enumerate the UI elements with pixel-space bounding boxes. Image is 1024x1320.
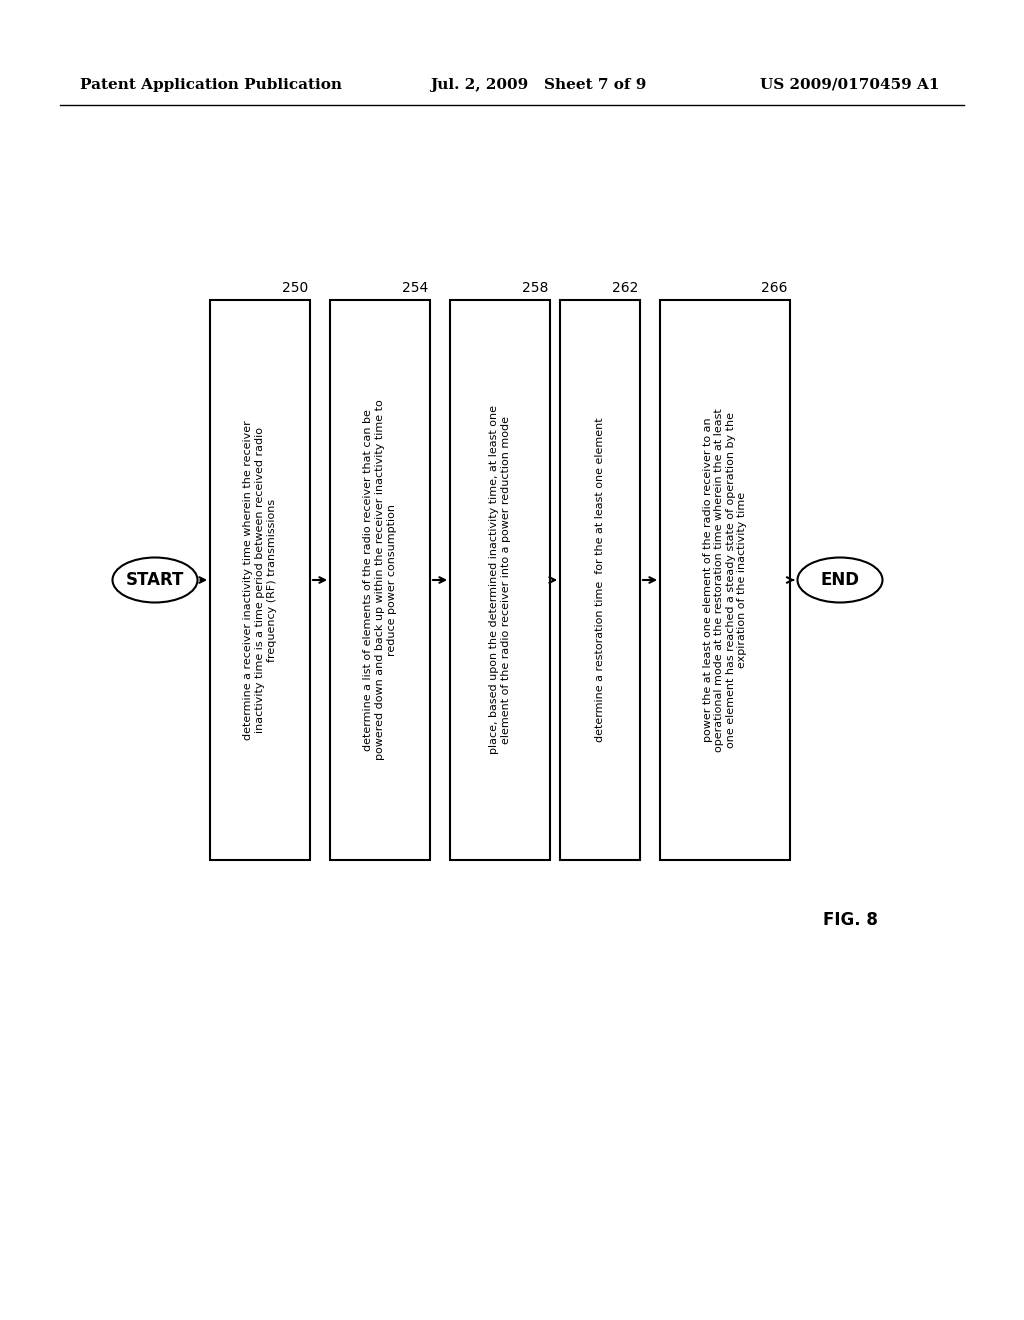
Text: 250: 250 bbox=[282, 281, 308, 294]
Text: determine a restoration time  for the at least one element: determine a restoration time for the at … bbox=[595, 417, 605, 742]
Text: 254: 254 bbox=[401, 281, 428, 294]
Text: 258: 258 bbox=[521, 281, 548, 294]
Text: US 2009/0170459 A1: US 2009/0170459 A1 bbox=[760, 78, 939, 92]
Text: place, based upon the determined inactivity time, at least one
element of the ra: place, based upon the determined inactiv… bbox=[489, 405, 511, 755]
FancyBboxPatch shape bbox=[450, 300, 550, 861]
Text: 266: 266 bbox=[762, 281, 788, 294]
Text: END: END bbox=[820, 572, 859, 589]
FancyBboxPatch shape bbox=[660, 300, 790, 861]
Text: START: START bbox=[126, 572, 184, 589]
Text: Jul. 2, 2009   Sheet 7 of 9: Jul. 2, 2009 Sheet 7 of 9 bbox=[430, 78, 646, 92]
Text: FIG. 8: FIG. 8 bbox=[822, 911, 878, 929]
Ellipse shape bbox=[113, 557, 198, 602]
Text: 262: 262 bbox=[611, 281, 638, 294]
FancyBboxPatch shape bbox=[560, 300, 640, 861]
Ellipse shape bbox=[798, 557, 883, 602]
FancyBboxPatch shape bbox=[210, 300, 310, 861]
Text: determine a list of elements of the radio receiver that can be
powered down and : determine a list of elements of the radi… bbox=[364, 400, 396, 760]
Text: determine a receiver inactivity time wherein the receiver
inactivity time is a t: determine a receiver inactivity time whe… bbox=[244, 420, 276, 741]
FancyBboxPatch shape bbox=[330, 300, 430, 861]
Text: power the at least one element of the radio receiver to an
operational mode at t: power the at least one element of the ra… bbox=[702, 408, 748, 752]
Text: Patent Application Publication: Patent Application Publication bbox=[80, 78, 342, 92]
